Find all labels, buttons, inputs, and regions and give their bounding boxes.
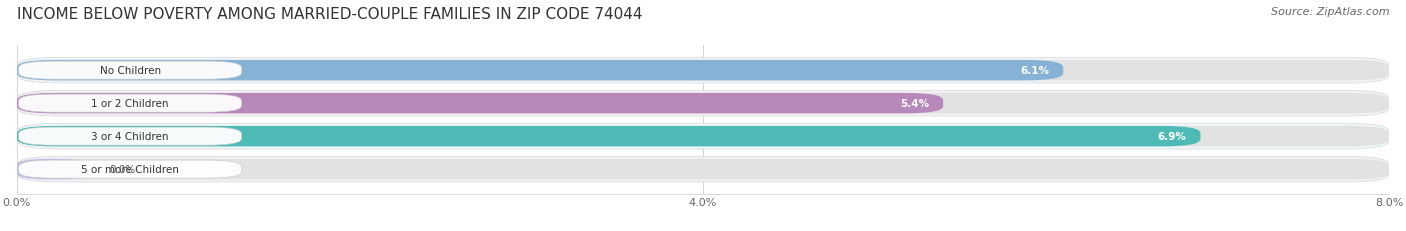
Text: 3 or 4 Children: 3 or 4 Children [91,132,169,142]
FancyBboxPatch shape [17,94,943,114]
Text: Source: ZipAtlas.com: Source: ZipAtlas.com [1271,7,1389,17]
FancyBboxPatch shape [17,91,1389,116]
FancyBboxPatch shape [17,157,1389,182]
Text: No Children: No Children [100,66,160,76]
Text: 1 or 2 Children: 1 or 2 Children [91,99,169,109]
FancyBboxPatch shape [17,126,1201,147]
Text: 0.0%: 0.0% [110,164,136,174]
Text: 5 or more Children: 5 or more Children [82,164,179,174]
FancyBboxPatch shape [18,161,242,178]
Text: INCOME BELOW POVERTY AMONG MARRIED-COUPLE FAMILIES IN ZIP CODE 74044: INCOME BELOW POVERTY AMONG MARRIED-COUPL… [17,7,643,22]
FancyBboxPatch shape [17,159,89,179]
FancyBboxPatch shape [18,62,242,80]
FancyBboxPatch shape [17,58,1389,84]
FancyBboxPatch shape [17,61,1389,81]
FancyBboxPatch shape [18,95,242,113]
FancyBboxPatch shape [17,124,1389,149]
FancyBboxPatch shape [17,159,1389,179]
Text: 6.9%: 6.9% [1159,132,1187,142]
FancyBboxPatch shape [17,94,1389,114]
FancyBboxPatch shape [18,128,242,146]
Text: 6.1%: 6.1% [1021,66,1049,76]
Text: 5.4%: 5.4% [900,99,929,109]
FancyBboxPatch shape [17,126,1389,147]
FancyBboxPatch shape [17,61,1063,81]
